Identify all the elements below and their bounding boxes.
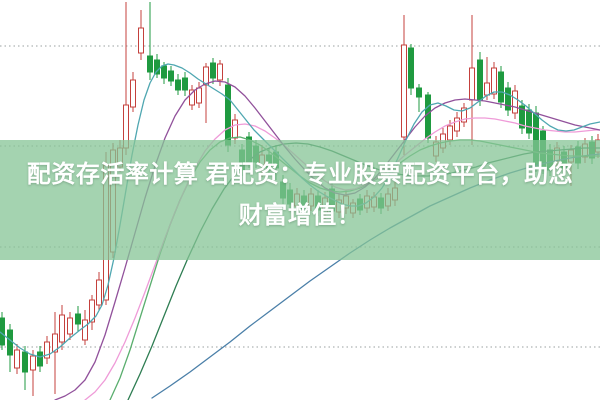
promo-line-1: 配资存活率计算 君配资：专业股票配资平台，助您: [26, 161, 574, 188]
promo-banner: 配资存活率计算 君配资：专业股票配资平台，助您 财富增值！: [0, 140, 600, 260]
promo-line-2: 财富增值！: [238, 202, 362, 229]
